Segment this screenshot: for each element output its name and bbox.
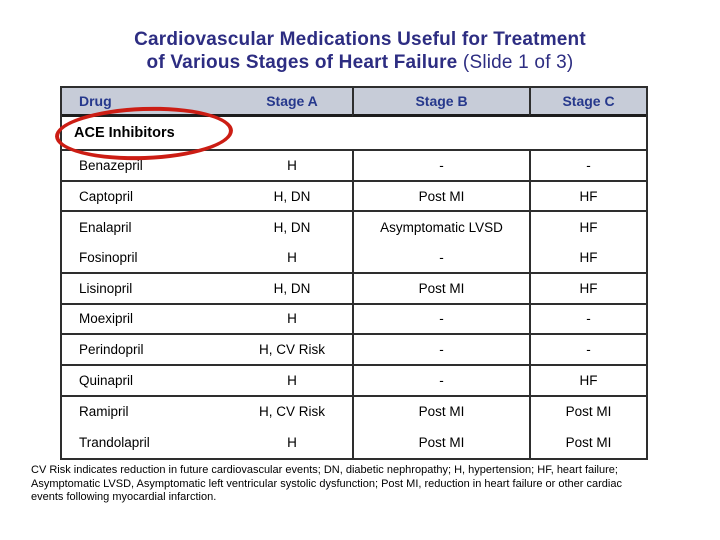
header-cell-stage-a: Stage A <box>232 88 352 117</box>
drug-name-cell: Ramipril <box>79 404 129 420</box>
header-cell-stage-c: Stage C <box>529 88 646 117</box>
footnote-line: events following myocardial infarction. <box>31 491 217 503</box>
drug-name-cell: Perindopril <box>62 335 232 366</box>
drug-name-cell: Lisinopril <box>62 274 232 305</box>
drug-name-cell: Fosinopril <box>62 243 232 274</box>
section-label-ace-inhibitors: ACE Inhibitors <box>62 117 646 151</box>
footnote-line: CV Risk indicates reduction in future ca… <box>31 464 618 476</box>
stage-c-cell: Post MI <box>529 396 646 428</box>
stage-b-cell: - <box>352 151 529 182</box>
medications-table: Drug Stage A Stage B Stage C ACE Inhibit… <box>60 86 648 460</box>
stage-a-cell: H, DN <box>273 220 311 236</box>
stage-b-cell: - <box>352 243 529 274</box>
drug-name-cell: Captopril <box>62 182 232 213</box>
stage-a-cell: H <box>232 243 352 274</box>
stage-c-cell: - <box>529 335 646 366</box>
slide-title-line-2-bold: of Various Stages of Heart Failure <box>146 52 458 73</box>
stage-b-cell: - <box>352 335 529 366</box>
drug-name-cell: Moexipril <box>62 305 232 336</box>
stage-a-cell: H <box>232 305 352 336</box>
drug-name-cell: Benazepril <box>62 151 232 182</box>
stage-b-cell: - <box>352 304 529 336</box>
drug-name-cell: Enalapril <box>79 220 132 236</box>
footnote: CV Risk indicates reduction in future ca… <box>31 464 701 505</box>
slide-title-line-2: of Various Stages of Heart Failure (Slid… <box>0 51 720 74</box>
stage-b-cell: Post MI <box>352 181 529 213</box>
stage-b-cell: Post MI <box>352 427 529 458</box>
stage-c-cell: - <box>529 304 646 336</box>
drug-name-cell: Quinapril <box>62 366 232 397</box>
stage-c-cell: - <box>529 151 646 182</box>
stage-a-cell: H <box>232 151 352 182</box>
header-cell-drug: Drug <box>62 88 232 117</box>
slide-title: Cardiovascular Medications Useful for Tr… <box>0 28 720 74</box>
stage-b-cell: Post MI <box>352 273 529 305</box>
slide-number-label: (Slide 1 of 3) <box>462 52 574 73</box>
stage-a-cell: H, DN <box>232 274 352 305</box>
stage-c-cell: HF <box>529 212 646 244</box>
stage-b-cell: - <box>352 365 529 397</box>
footnote-line: Asymptomatic LVSD, Asymptomatic left ven… <box>31 477 622 490</box>
stage-c-cell: HF <box>529 365 646 397</box>
stage-c-cell: HF <box>529 181 646 213</box>
header-cell-stage-b: Stage B <box>352 88 529 117</box>
slide-title-line-1: Cardiovascular Medications Useful for Tr… <box>134 29 586 50</box>
stage-c-cell: HF <box>529 243 646 274</box>
stage-a-cell: H, CV Risk <box>258 404 325 420</box>
stage-a-cell: H, CV Risk <box>232 335 352 366</box>
stage-c-cell: Post MI <box>529 427 646 458</box>
stage-b-cell: Asymptomatic LVSD <box>352 212 529 244</box>
stage-c-cell: HF <box>529 273 646 305</box>
stage-a-cell: H <box>287 435 297 451</box>
drug-name-cell: Trandolapril <box>79 435 150 451</box>
stage-b-cell: Post MI <box>352 396 529 428</box>
stage-a-cell: H <box>232 366 352 397</box>
stage-a-cell: H, DN <box>232 182 352 213</box>
